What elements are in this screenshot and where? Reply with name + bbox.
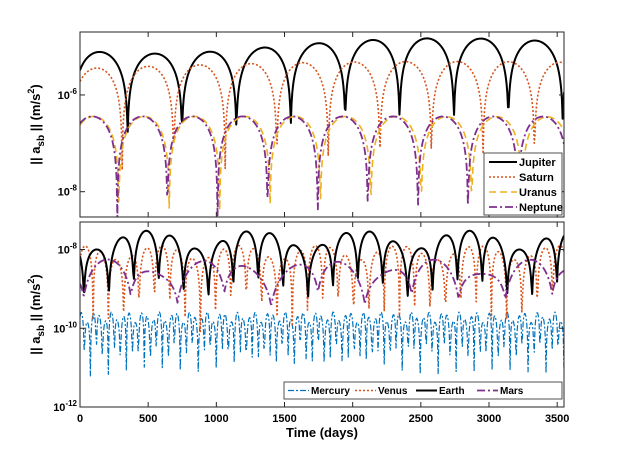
bottom-panel: 10-12 10-10 10-8 0 500 1000 1500 2000 2500 3000 3… [26, 221, 569, 440]
x-axis-label: Time (days) [286, 425, 358, 440]
bottom-legend-label-venus: Venus [378, 386, 408, 397]
top-y-tick-label: 10-6 [58, 87, 78, 102]
x-tick-label: 500 [139, 413, 157, 425]
x-tick-label: 3000 [477, 413, 501, 425]
top-y-tick-labels: 10-8 10-6 [58, 87, 78, 199]
top-ticks [79, 32, 564, 217]
bottom-y-tick-label: 10-8 [58, 242, 78, 257]
bottom-series-earth [80, 229, 564, 298]
x-tick-label: 2000 [340, 413, 364, 425]
bottom-y-tick-label: 10-10 [53, 320, 77, 335]
top-series-jupiter [80, 37, 564, 133]
top-legend-label-uranus: Uranus [519, 187, 557, 199]
top-axes-box [79, 31, 565, 218]
top-series-group [80, 37, 564, 217]
top-panel: 10-8 10-6 || asb || (m/s2) Jupiter Saturn… [26, 31, 565, 218]
top-series-saturn [80, 60, 564, 171]
bottom-legend: Mercury Venus Earth Mars [283, 381, 563, 400]
bottom-y-tick-label: 10-12 [53, 399, 77, 414]
bottom-series-venus [80, 244, 564, 333]
top-legend-label-jupiter: Jupiter [519, 157, 556, 169]
bottom-series-mercury [80, 311, 564, 377]
top-legend-label-saturn: Saturn [519, 172, 554, 184]
x-tick-label: 0 [77, 413, 83, 425]
top-series-neptune [80, 115, 564, 217]
bottom-legend-label-earth: Earth [439, 386, 465, 397]
bottom-y-axis-label: || asb || (m/s2) [26, 274, 47, 354]
x-tick-label: 2500 [409, 413, 433, 425]
bottom-axes-box [79, 221, 565, 408]
top-series-uranus [80, 115, 564, 212]
bottom-legend-label-mercury: Mercury [311, 386, 350, 397]
top-y-tick-label: 10-8 [58, 184, 78, 199]
x-tick-label: 3500 [545, 413, 569, 425]
bottom-x-tick-labels: 0 500 1000 1500 2000 2500 3000 3500 [77, 413, 569, 425]
top-y-axis-label: || asb || (m/s2) [26, 84, 47, 164]
bottom-legend-label-mars: Mars [500, 386, 524, 397]
top-legend: Jupiter Saturn Uranus Neptune [483, 152, 563, 216]
bottom-series-group [80, 229, 564, 377]
top-legend-label-neptune: Neptune [519, 202, 563, 214]
bottom-y-tick-labels: 10-12 10-10 10-8 [53, 242, 77, 414]
bottom-ticks [79, 222, 564, 408]
top-legend-box [483, 152, 563, 216]
bottom-series-mars [80, 258, 564, 306]
x-tick-label: 1000 [204, 413, 228, 425]
x-tick-label: 1500 [272, 413, 296, 425]
